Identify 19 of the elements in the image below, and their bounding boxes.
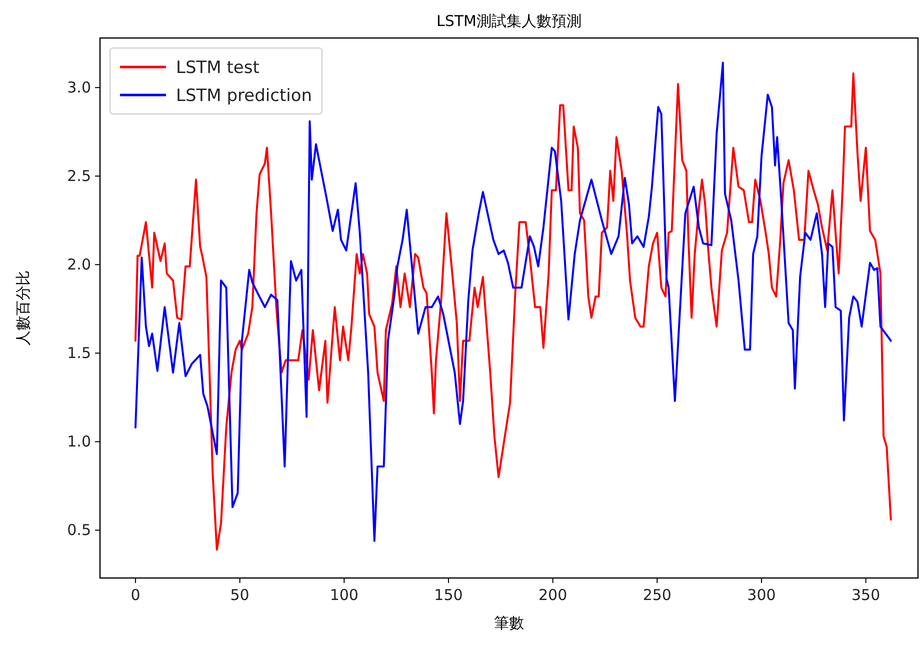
x-tick-label: 200 [538,586,568,604]
y-tick-label: 2.5 [67,167,91,186]
y-tick-label: 2.0 [67,256,91,274]
x-tick-label: 250 [642,586,672,604]
x-axis-title: 筆數 [494,614,524,632]
y-tick-label: 3.0 [67,78,91,97]
chart-title: LSTM測試集人數預測 [436,12,582,30]
y-axis-title: 人數百分比 [14,270,32,346]
legend-label: LSTM prediction [176,86,312,106]
x-tick-label: 350 [852,586,880,604]
x-tick-label: 0 [130,586,140,604]
x-tick-label: 50 [230,586,250,604]
x-tick-label: 300 [747,586,776,604]
x-tick-label: 100 [330,586,358,604]
y-tick-label: 1.0 [67,432,91,451]
y-tick-label: 1.5 [67,344,91,362]
legend-label: LSTM test [176,58,260,78]
x-tick-label: 150 [434,586,463,604]
y-tick-label: 0.5 [67,521,91,540]
